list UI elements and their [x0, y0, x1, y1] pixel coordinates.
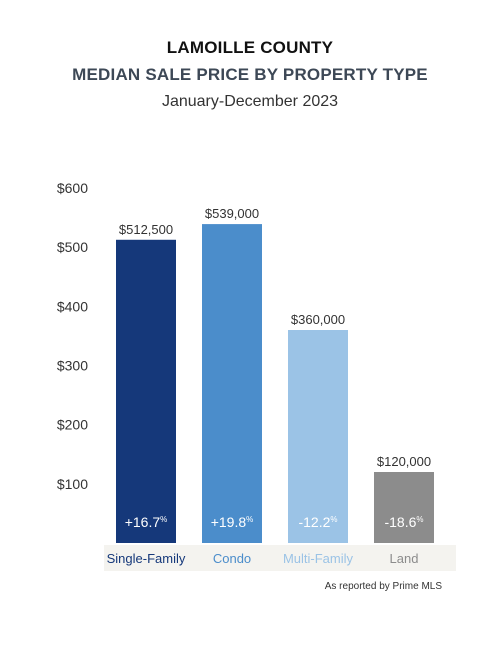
bar-change-label: +16.7% — [125, 514, 168, 530]
bar — [116, 239, 176, 544]
bar-value-label: $512,500 — [119, 222, 173, 237]
percent-sign: % — [330, 515, 337, 524]
source-note: As reported by Prime MLS — [324, 581, 442, 592]
bar-value-label: $539,000 — [205, 206, 259, 221]
chart-subtitle: MEDIAN SALE PRICE BY PROPERTY TYPE — [72, 65, 428, 84]
chart-title: LAMOILLE COUNTY — [166, 38, 334, 57]
bar — [288, 330, 348, 543]
y-tick-label: $600 — [57, 180, 88, 196]
percent-sign: % — [246, 515, 253, 524]
bar-change-label: +19.8% — [211, 514, 254, 530]
chart-period: January-December 2023 — [161, 93, 339, 110]
percent-sign: % — [160, 515, 167, 524]
category-label: Condo — [213, 551, 251, 566]
y-tick-label: $400 — [57, 298, 88, 314]
category-label: Land — [390, 551, 419, 566]
category-label: Single-Family — [107, 551, 186, 566]
percent-sign: % — [416, 515, 423, 524]
y-tick-label: $200 — [57, 417, 88, 433]
bar-change-label: -12.2% — [298, 514, 337, 530]
bar — [374, 472, 434, 543]
bar-value-label: $120,000 — [377, 454, 431, 469]
category-axis-strip — [104, 545, 456, 571]
bar-value-label: $360,000 — [291, 312, 345, 327]
y-tick-label: $100 — [57, 476, 88, 492]
category-label: Multi-Family — [283, 551, 354, 566]
bar-change-label: -18.6% — [384, 514, 423, 530]
y-tick-label: $500 — [57, 239, 88, 255]
bar — [202, 224, 262, 543]
y-tick-label: $300 — [57, 358, 88, 374]
